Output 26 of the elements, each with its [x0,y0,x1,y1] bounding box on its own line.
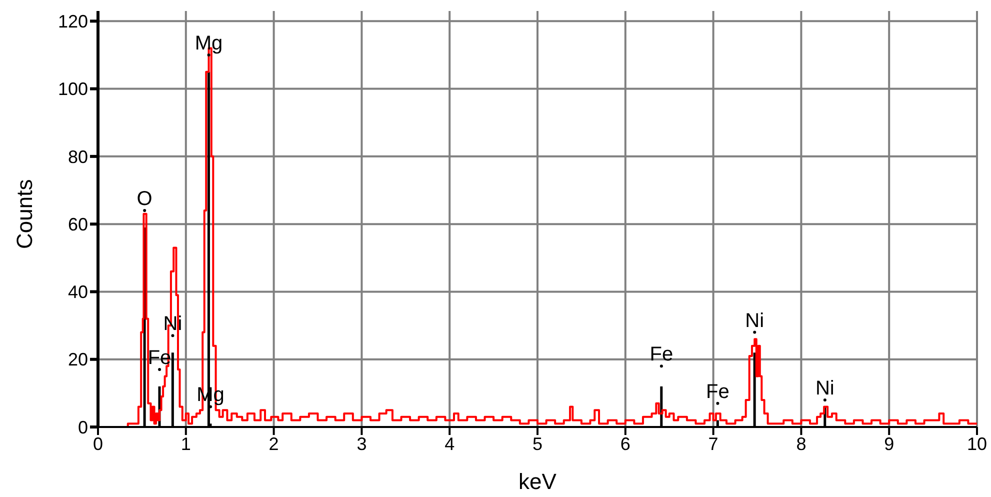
x-tick-label: 9 [884,434,894,454]
y-tick-label: 100 [58,79,88,100]
x-tick-label: 3 [356,434,367,454]
y-tick-label: 80 [68,146,88,167]
y-tick-label: 40 [68,282,88,302]
x-tick-label: 1 [180,434,191,454]
annotation: Fe [706,380,730,403]
y-tick-label: 60 [68,214,88,234]
x-tick-label: 7 [708,434,718,454]
x-tick-label: 6 [620,434,630,454]
x-tick-label: 8 [796,434,806,454]
x-tick-label: 5 [532,434,543,454]
y-tick-label: 20 [68,350,88,370]
y-tick-label: 120 [58,12,88,32]
x-tick-label: 0 [92,434,104,454]
annotation: Ni [745,310,764,332]
y-tick-label: 0 [78,417,88,438]
x-tick-label: 2 [268,434,279,454]
annotation: O [136,188,152,210]
annotation: Ni [815,377,834,400]
x-tick-label: 4 [444,434,455,454]
y-axis-title: Counts [12,179,37,249]
x-tick-label: 10 [966,434,988,454]
annotation: Fe [650,344,674,366]
annotation: Mg [194,32,223,54]
x-axis-title: keV [518,469,557,494]
